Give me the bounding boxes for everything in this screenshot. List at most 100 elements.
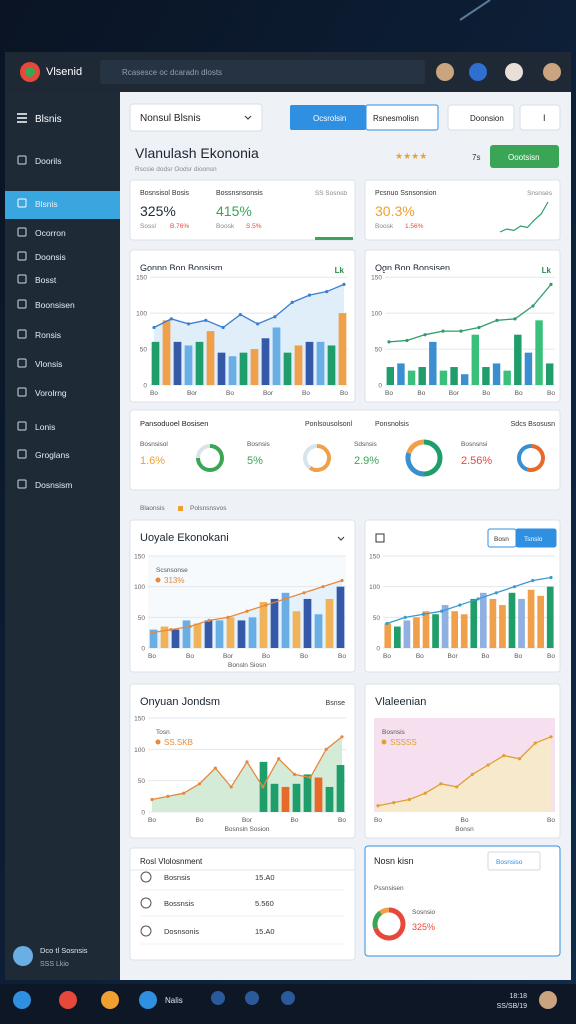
sidebar-item[interactable]: Vorolrng (35, 388, 67, 398)
tab-active[interactable] (290, 105, 366, 130)
sidebar-item[interactable]: Bosst (35, 275, 57, 285)
chevron (244, 115, 252, 120)
line-point (495, 318, 499, 322)
donut-label: Bosnsnsi (461, 441, 487, 448)
row-name: Bosnsis (164, 873, 191, 882)
user-sub: SSS Lkio (40, 961, 69, 968)
line-point (423, 333, 427, 337)
sidebar-item[interactable]: Groglans (35, 450, 70, 460)
donut-segment (372, 910, 383, 930)
x-tick-label: Bor (448, 653, 459, 660)
bar (450, 367, 458, 385)
tab-label: Ocsrolsin (313, 114, 346, 123)
sidebar-item[interactable]: Vlonsis (35, 359, 62, 369)
sidebar-item[interactable]: Doorils (35, 156, 61, 166)
menu-button[interactable] (519, 104, 561, 131)
bar (272, 327, 281, 385)
line-point (186, 322, 191, 326)
y-tick-label: 100 (136, 311, 147, 318)
sidebar-item[interactable]: Boonsisen (35, 300, 75, 310)
card-button[interactable] (487, 851, 541, 871)
legend-dot (155, 739, 161, 745)
bar (327, 345, 336, 385)
sidebar-item[interactable]: Dosnsism (35, 480, 72, 490)
taskbar-icon[interactable] (101, 991, 119, 1009)
line-point (440, 609, 444, 613)
topbar-icon[interactable] (469, 63, 487, 81)
primary-button[interactable] (490, 145, 559, 168)
bar (499, 605, 506, 648)
donut-segment (196, 444, 211, 459)
line-point (226, 615, 230, 619)
topbar-icon[interactable] (543, 63, 561, 81)
chart-right-label: Bsnse (326, 700, 346, 707)
sidebar-icon (17, 155, 27, 165)
legend-dot (381, 739, 387, 745)
y-tick-label: 50 (140, 347, 148, 354)
x-tick-label: Bo (514, 653, 522, 660)
bar (403, 620, 411, 648)
taskbar-icon[interactable] (211, 991, 225, 1005)
bar (292, 783, 301, 812)
sidebar-item[interactable]: Ocorron (35, 228, 66, 238)
line-point (512, 585, 517, 589)
kpi-card (364, 179, 561, 241)
line-point (476, 597, 480, 601)
bar (325, 786, 334, 812)
sidebar-item[interactable]: Blsnis (35, 199, 58, 209)
sidebar-item[interactable]: Lonis (35, 422, 55, 432)
taskbar-icon[interactable] (13, 991, 31, 1009)
line-point (403, 615, 407, 619)
row-value: 15.A0 (255, 927, 275, 936)
line-point (531, 304, 535, 308)
legend-swatch (178, 506, 183, 511)
bar (314, 777, 323, 812)
bar (239, 352, 248, 385)
chart-title: Uoyale Ekonokani (140, 532, 229, 544)
line-point (441, 329, 445, 333)
clock-time: 18:18 (509, 993, 527, 1000)
rating: ★★★★ (395, 151, 427, 161)
user-name: Dco tl Sosnsis (40, 946, 88, 955)
search-box[interactable] (100, 60, 425, 84)
x-tick-label: Bo (148, 817, 156, 824)
bar (204, 620, 213, 648)
y-tick-label: 100 (369, 584, 380, 591)
line-point (513, 317, 517, 321)
y-tick-label: 0 (143, 383, 147, 390)
select-box[interactable] (129, 103, 263, 132)
bar (228, 356, 237, 385)
bar (537, 595, 545, 648)
line-point (169, 317, 173, 321)
line-point (549, 282, 553, 286)
x-tick-label: Bo (186, 653, 194, 660)
sidebar-item[interactable]: Ronsis (35, 330, 61, 340)
x-tick-label: Bo (481, 653, 489, 660)
topbar-icon[interactable] (436, 63, 454, 81)
taskbar-icon[interactable] (281, 991, 295, 1005)
line-point (197, 782, 202, 786)
chart-button[interactable] (515, 528, 557, 548)
taskbar-icon[interactable] (139, 991, 157, 1009)
taskbar-icon[interactable] (245, 991, 259, 1005)
y-tick-label: 0 (141, 810, 145, 817)
kpi-sub: Boosk (375, 223, 394, 230)
row-icon (140, 871, 152, 883)
tab[interactable] (365, 104, 439, 131)
bar (518, 598, 525, 648)
x-tick-label: Bo (547, 817, 555, 824)
taskbar-icon[interactable] (59, 991, 77, 1009)
x-tick-label: Bor (242, 817, 253, 824)
button-label: Bosnsiso (496, 859, 523, 866)
taskbar-avatar[interactable] (539, 991, 557, 1009)
button[interactable] (447, 104, 515, 131)
list-panel (129, 847, 356, 961)
line-point (387, 340, 391, 344)
bar (338, 313, 347, 385)
sidebar-item[interactable]: Doonsis (35, 252, 66, 262)
line (153, 283, 345, 329)
donut-value: 2.56% (461, 455, 492, 467)
topbar-icon[interactable] (505, 63, 523, 81)
line (388, 283, 552, 343)
